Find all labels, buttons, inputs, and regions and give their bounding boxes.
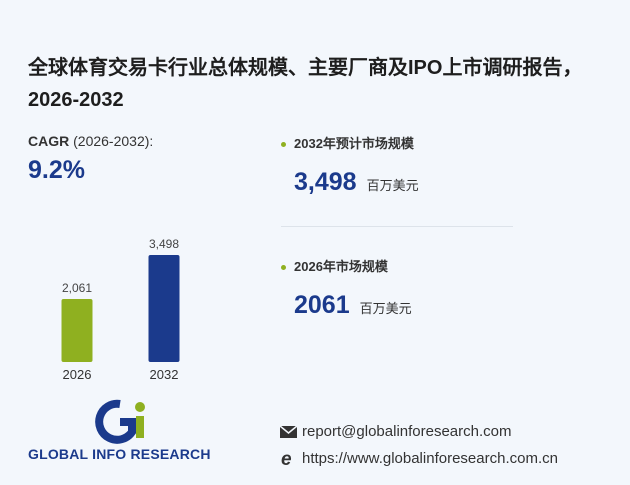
bar-chart: 2,061 2026 3,498 2032 — [61, 237, 180, 382]
stat-value: 2061 — [294, 291, 350, 319]
stat-label: 2032年预计市场规模 — [281, 133, 414, 152]
bar — [148, 255, 180, 362]
stat-label-text: 2026年市场规模 — [294, 259, 388, 274]
email[interactable]: report@globalinforesearch.com — [302, 423, 512, 440]
website[interactable]: https://www.globalinforesearch.com.cn — [302, 450, 558, 467]
value-label: 2,061 — [62, 281, 92, 295]
stat-unit: 百万美元 — [366, 178, 419, 193]
logo-mark — [95, 399, 145, 444]
cagr-period: (2026-2032): — [73, 133, 154, 149]
stat-value: 3,498 — [294, 168, 357, 196]
cagr-label: CAGR (2026-2032): — [28, 133, 153, 149]
stat: 2061 百万美元 — [294, 291, 412, 320]
category-label: 2026 — [63, 367, 92, 382]
stat-label: 2026年市场规模 — [281, 256, 388, 275]
cagr-name: CAGR — [28, 133, 70, 149]
stat: 3,498 百万美元 — [294, 168, 419, 197]
svg-text:e: e — [281, 449, 292, 469]
bar — [61, 298, 93, 362]
divider — [281, 226, 513, 227]
value-label: 3,498 — [149, 237, 179, 251]
stat-unit: 百万美元 — [359, 301, 412, 316]
title: 全球体育交易卡行业总体规模、主要厂商及IPO上市调研报告，2026-2032 — [28, 57, 583, 111]
cagr-value: 9.2% — [28, 156, 85, 184]
logo-text: GLOBAL INFO RESEARCH — [28, 446, 211, 462]
email-icon — [279, 425, 298, 438]
category-label: 2032 — [150, 367, 179, 382]
stat-label-text: 2032年预计市场规模 — [294, 136, 414, 151]
web-icon: e — [281, 449, 292, 469]
